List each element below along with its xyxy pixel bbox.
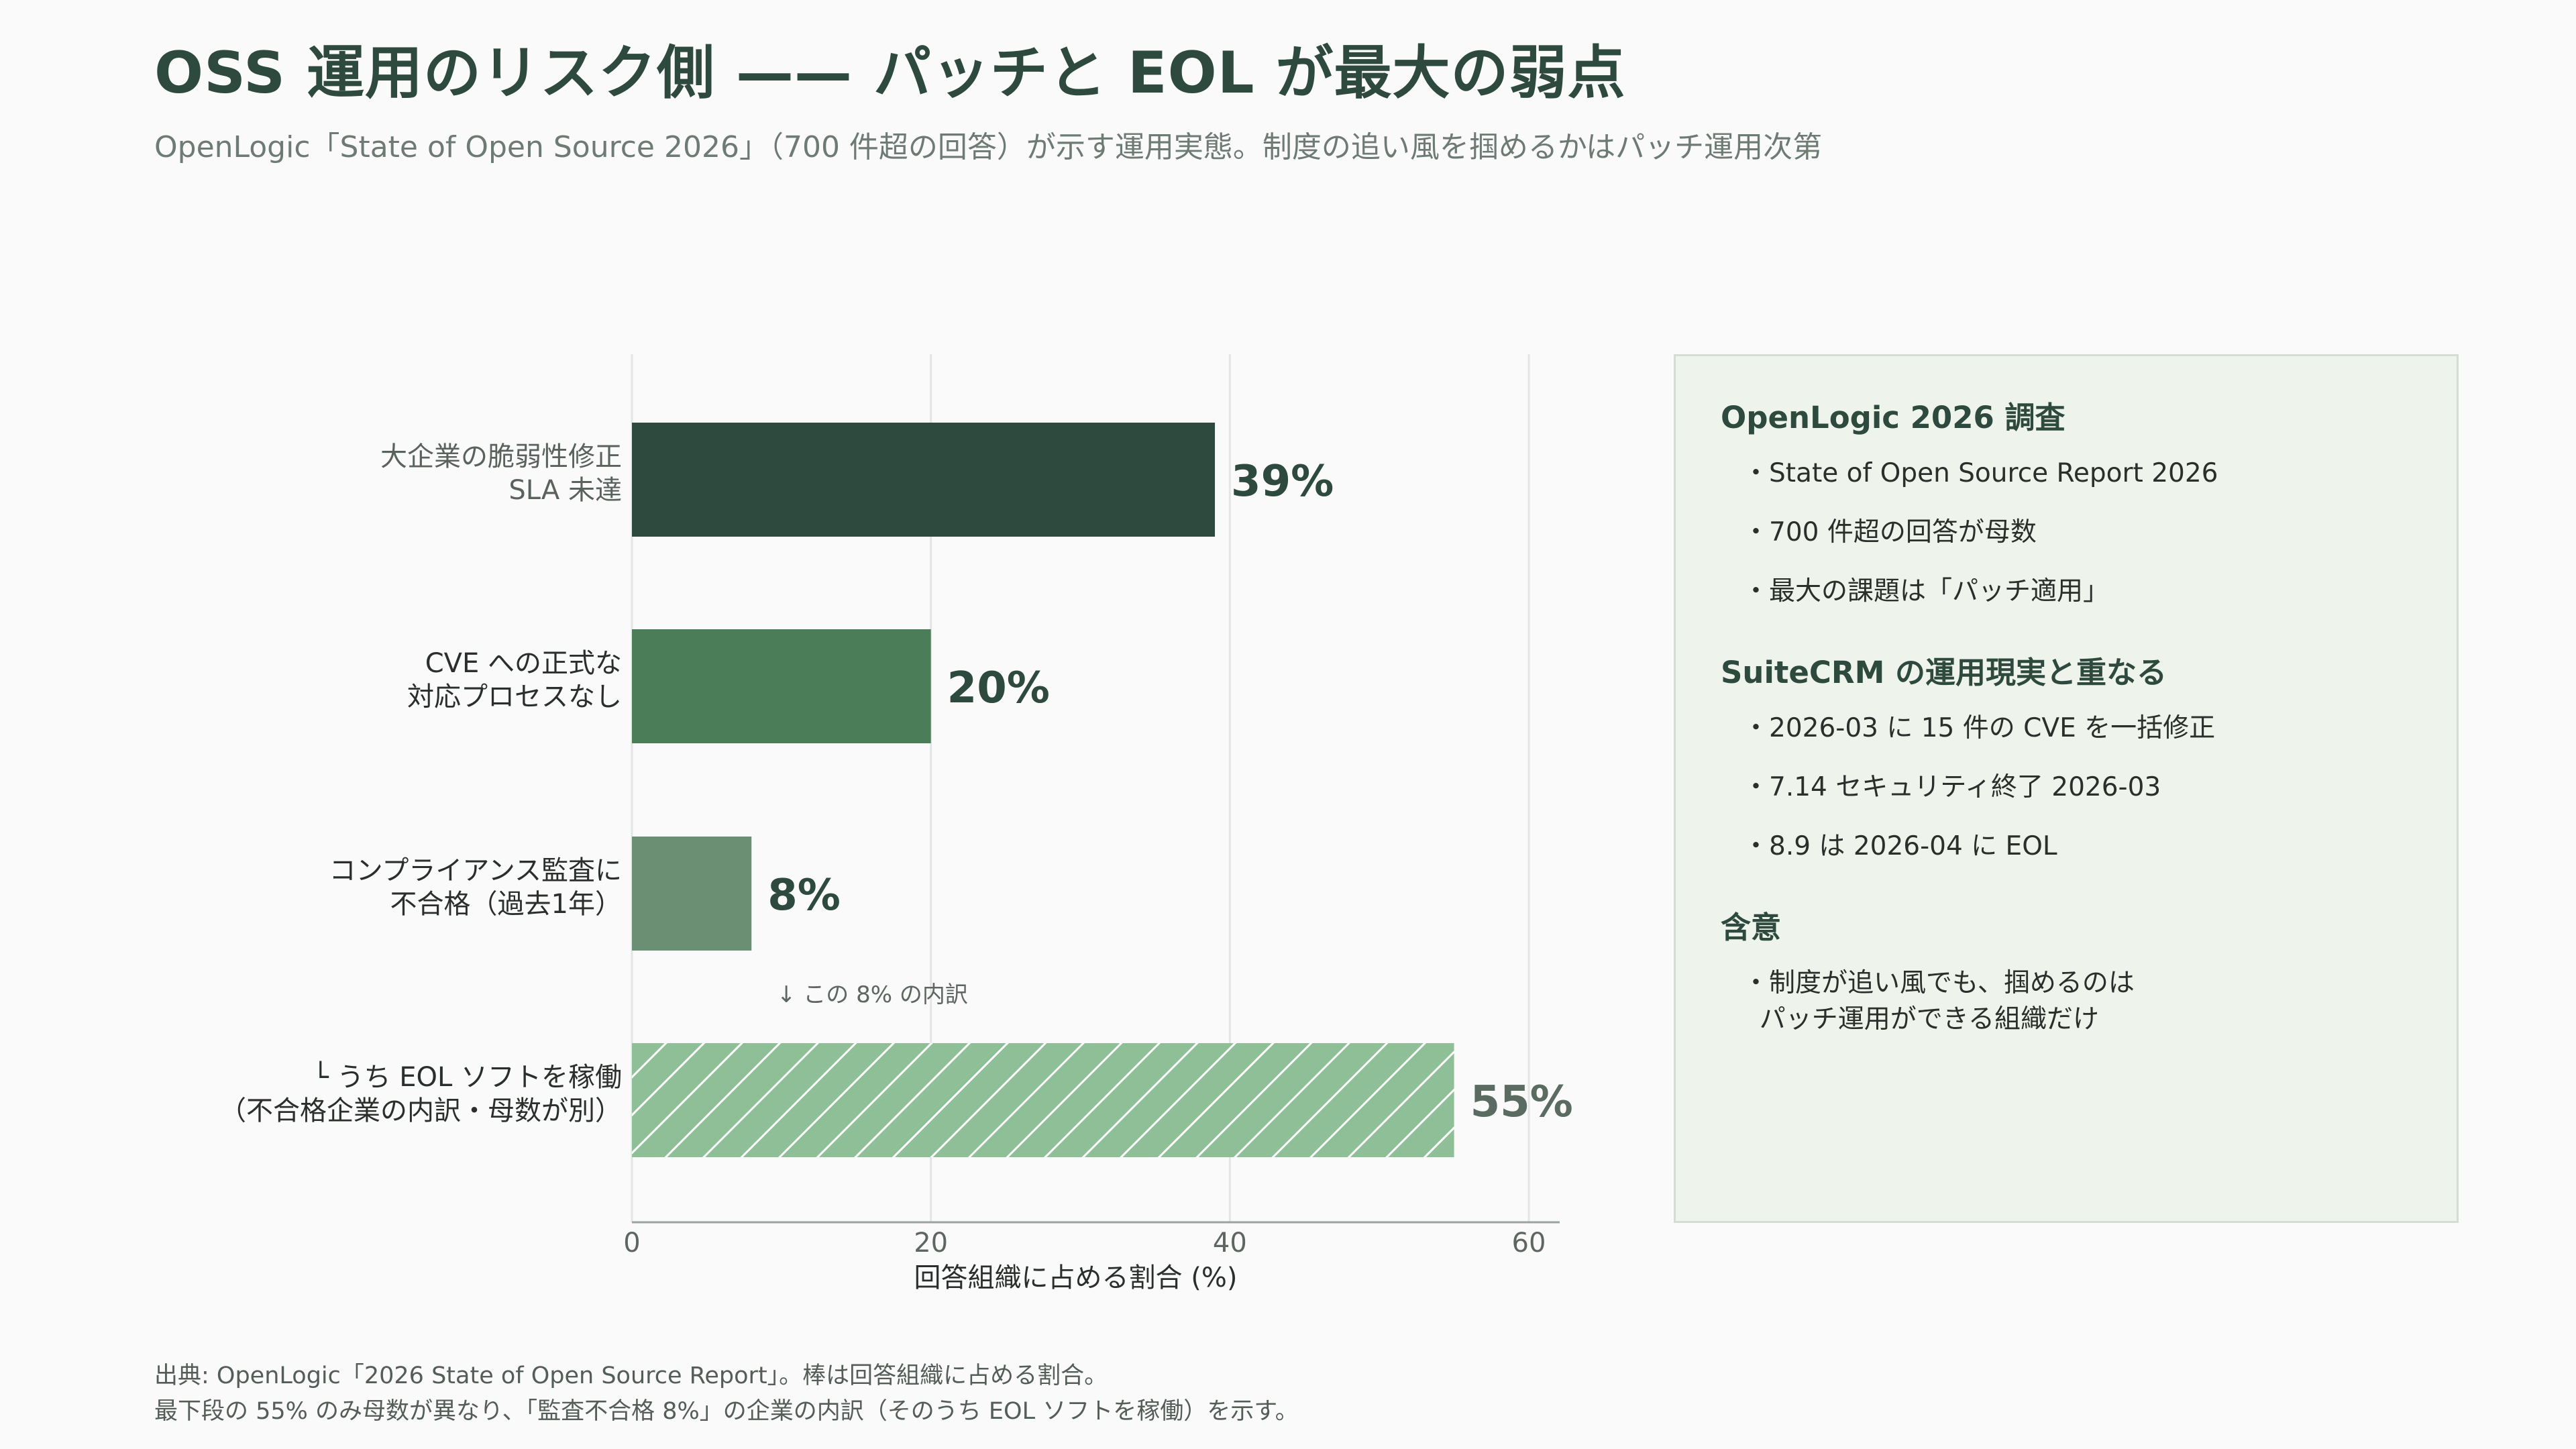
category-label: 不合格（過去1年）: [390, 889, 622, 920]
footer-source: 出典: OpenLogic「2026 State of Open Source …: [154, 1362, 1108, 1389]
panel-section-heading: 含意: [1721, 910, 1782, 945]
panel-section-heading: SuiteCRM の運用現実と重なる: [1721, 655, 2167, 690]
bar: [632, 837, 752, 951]
category-label: └ うち EOL ソフトを稼働: [313, 1061, 622, 1093]
category-label: コンプライアンス監査に: [329, 855, 622, 886]
category-label: SLA 未達: [508, 475, 622, 506]
x-tick-label: 40: [1213, 1228, 1247, 1258]
category-label: （不合格企業の内訳・母数が別）: [219, 1095, 622, 1126]
panel-bullet: ・制度が追い風でも、掴めるのは パッチ運用ができる組織だけ: [1743, 968, 2135, 1034]
panel-bullet: ・700 件超の回答が母数: [1743, 517, 2037, 547]
panel-bullet: ・2026-03 に 15 件の CVE を一括修正: [1743, 713, 2216, 743]
panel-bullet: ・最大の課題は「パッチ適用」: [1743, 576, 2110, 606]
panel-section-heading: OpenLogic 2026 調査: [1721, 400, 2065, 435]
bar-value-label: 8%: [767, 871, 841, 920]
breakdown-annotation: ↓ この 8% の内訳: [777, 981, 968, 1008]
category-label: 大企業の脆弱性修正: [380, 441, 622, 472]
bar: [632, 1043, 1454, 1157]
summary-panel: OpenLogic 2026 調査・State of Open Source R…: [1674, 354, 2459, 1223]
bar-value-label: 39%: [1231, 457, 1334, 506]
category-label: 対応プロセスなし: [407, 682, 622, 712]
x-tick-label: 60: [1512, 1228, 1546, 1258]
bar-value-label: 20%: [947, 663, 1050, 713]
x-axis-label: 回答組織に占める割合 (%): [914, 1263, 1238, 1293]
panel-bullet: ・8.9 は 2026-04 に EOL: [1743, 831, 2057, 861]
x-tick-label: 0: [623, 1228, 640, 1258]
category-label: CVE への正式な: [425, 648, 622, 679]
bar: [632, 423, 1216, 537]
bar: [632, 629, 931, 743]
footer-note: 最下段の 55% のみ母数が異なり、「監査不合格 8%」の企業の内訳（そのうち …: [154, 1398, 1299, 1425]
page-subtitle: OpenLogic「State of Open Source 2026」（700…: [154, 130, 1823, 164]
panel-bullet: ・State of Open Source Report 2026: [1743, 458, 2218, 488]
page-title: OSS 運用のリスク側 —— パッチと EOL が最大の弱点: [154, 40, 1626, 107]
bar-value-label: 55%: [1470, 1077, 1573, 1127]
x-tick-label: 20: [914, 1228, 948, 1258]
panel-bullet: ・7.14 セキュリティ終了 2026-03: [1743, 772, 2161, 802]
